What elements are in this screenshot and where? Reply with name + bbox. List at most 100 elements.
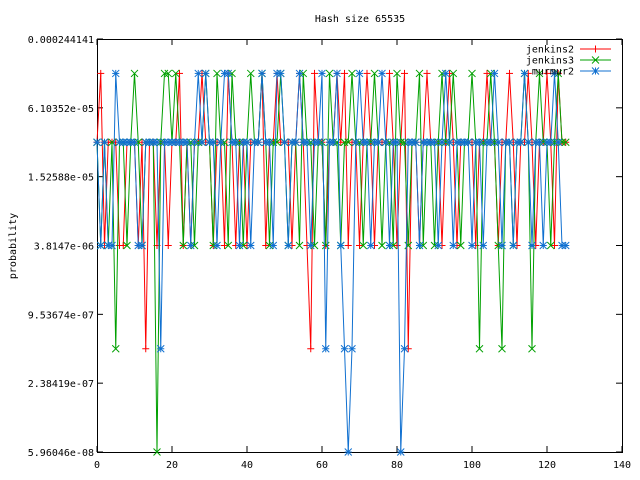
data-point [97,69,105,77]
data-point [438,69,446,78]
y-tick-label: 1.52588e-05 [28,173,94,184]
data-point [483,138,491,147]
data-point [378,241,386,250]
data-point [456,241,465,250]
data-point [385,241,394,250]
data-point [535,69,544,78]
data-point [475,138,484,147]
data-point [393,241,401,249]
data-point [231,138,240,147]
legend-label: jenkins2 [526,45,574,56]
data-point [520,69,529,78]
data-point [546,241,555,250]
data-point [160,138,169,147]
data-point [295,241,304,250]
data-point [243,138,251,147]
data-point [303,138,311,147]
data-point [111,344,120,353]
data-point [430,241,439,250]
data-point [393,69,401,78]
data-point [96,241,105,250]
data-point [138,241,146,250]
data-point [415,69,424,78]
data-point [340,138,349,147]
data-point [385,138,394,147]
data-point [449,241,458,250]
data-point [262,241,270,249]
y-tick-label: 5.96046e-08 [28,448,94,459]
data-point [468,69,476,78]
data-point [280,138,289,147]
data-point [164,69,173,78]
y-axis-label: probability [8,213,19,279]
data-point [333,138,341,147]
x-tick-label: 60 [316,460,328,471]
data-point [153,138,161,147]
data-point [134,138,143,147]
data-point [516,138,525,147]
data-point [351,138,360,147]
data-point [220,138,229,147]
data-point [130,138,139,147]
data-point [592,45,599,53]
data-point [153,448,161,456]
data-point [486,69,495,78]
data-point [468,241,476,250]
data-point [307,345,315,353]
x-tick-label: 20 [166,460,178,471]
legend-label: jenkins3 [526,56,574,67]
data-point [415,241,424,250]
data-point [306,241,315,250]
data-point [591,67,600,75]
data-point [498,241,506,250]
data-point [186,241,195,250]
data-point [366,138,375,147]
data-point [400,138,409,147]
data-point [254,138,263,147]
x-tick-label: 80 [391,460,403,471]
data-point [142,345,150,353]
data-point [359,138,368,147]
data-point [250,138,259,147]
data-point [213,241,221,250]
data-point [524,138,533,147]
data-point [426,138,435,147]
x-tick-label: 40 [241,460,253,471]
data-point [276,69,285,78]
data-point [198,138,206,147]
data-point [506,69,513,77]
data-point [546,138,555,147]
data-point [550,138,559,147]
data-point [179,241,188,250]
data-point [359,241,368,250]
data-point [344,448,353,456]
data-point [423,138,431,147]
data-point [261,138,270,147]
legend-item: jenkins3 [526,56,611,67]
data-point [434,241,443,250]
data-point [419,241,428,250]
data-point [329,138,338,147]
data-point [284,241,293,250]
data-point [528,241,536,250]
data-point [498,344,506,353]
data-point [183,138,191,147]
data-point [201,69,210,78]
y-tick-label: 9.53674e-07 [28,310,94,321]
data-point [558,138,566,147]
data-point [318,69,326,78]
data-point [93,138,101,147]
series-line [96,72,566,453]
legend-item: jenkins2 [526,45,611,56]
data-point [483,69,491,77]
data-point [554,138,563,147]
data-point [340,344,349,353]
data-point [396,448,405,456]
data-point [356,241,363,249]
data-point [550,69,559,78]
data-point [494,138,503,147]
data-point [509,241,518,250]
y-tick-label: 2.38419e-07 [28,379,94,390]
data-point [494,241,503,250]
data-point [318,138,326,147]
